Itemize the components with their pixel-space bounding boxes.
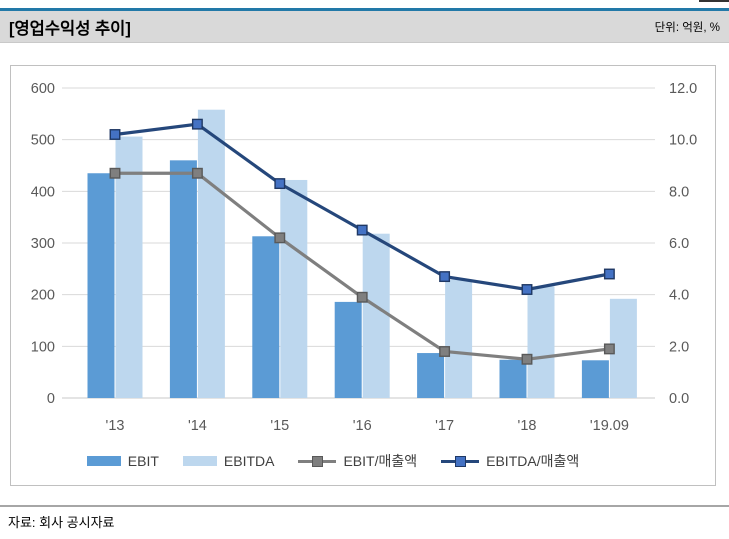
right-axis-tick: 8.0 bbox=[669, 184, 689, 200]
right-axis-tick: 0.0 bbox=[669, 391, 689, 407]
left-axis-tick: 500 bbox=[31, 133, 55, 149]
legend-item-ebit-margin: EBIT/매출액 bbox=[298, 451, 417, 471]
legend-label-ebitda: EBITDA bbox=[223, 453, 275, 469]
x-axis-label: '18 bbox=[518, 418, 537, 434]
legend-item-ebitda: EBITDA bbox=[182, 453, 275, 469]
left-axis-tick: 100 bbox=[31, 339, 55, 355]
legend-item-ebitda-margin: EBITDA/매출액 bbox=[441, 451, 579, 471]
left-axis-tick: 300 bbox=[31, 236, 55, 252]
footer-divider bbox=[0, 505, 729, 507]
bar-ebitda bbox=[445, 279, 473, 398]
ebitda-swatch bbox=[182, 456, 217, 466]
x-axis-label: '17 bbox=[435, 418, 454, 434]
ebit-swatch bbox=[86, 456, 121, 466]
x-axis-label: '19.09 bbox=[590, 418, 629, 434]
x-axis-label: '13 bbox=[106, 418, 125, 434]
marker-EBIT/매출액 bbox=[439, 346, 451, 357]
bar-ebitda bbox=[280, 179, 308, 398]
bar-ebitda bbox=[527, 286, 555, 398]
chart-legend: EBIT EBITDA EBIT/매출액 EBITDA/매출액 bbox=[11, 451, 715, 471]
right-axis-tick: 2.0 bbox=[669, 339, 689, 355]
marker-EBIT/매출액 bbox=[603, 343, 615, 355]
marker-EBITDA/매출액 bbox=[274, 178, 286, 190]
unit-label: 단위: 억원, % bbox=[654, 21, 720, 34]
right-axis-tick: 12.0 bbox=[669, 81, 697, 97]
source-note: 자료: 회사 공시자료 bbox=[8, 515, 115, 530]
bar-ebit bbox=[499, 359, 527, 398]
marker-EBITDA/매출액 bbox=[439, 271, 451, 283]
right-axis-tick: 4.0 bbox=[669, 288, 689, 304]
bar-ebit bbox=[581, 360, 609, 398]
line-swatch-marker bbox=[312, 455, 324, 467]
legend-label-ebitda-margin: EBITDA/매출액 bbox=[486, 453, 580, 469]
bar-ebitda bbox=[362, 233, 390, 398]
x-axis-label: '14 bbox=[188, 418, 207, 434]
line-swatch-marker bbox=[455, 455, 467, 467]
ebit-margin-swatch bbox=[298, 455, 337, 467]
left-axis-tick: 0 bbox=[47, 391, 55, 407]
left-axis-tick: 600 bbox=[31, 81, 55, 97]
marker-EBITDA/매출액 bbox=[191, 118, 203, 130]
marker-EBIT/매출액 bbox=[274, 232, 286, 244]
marker-EBITDA/매출액 bbox=[521, 284, 533, 295]
bar-ebit bbox=[334, 301, 362, 398]
bar-ebit bbox=[417, 353, 445, 398]
left-axis-tick: 200 bbox=[31, 288, 55, 304]
x-axis-label: '15 bbox=[270, 418, 289, 434]
legend-label-ebit-margin: EBIT/매출액 bbox=[343, 453, 418, 469]
page-title: [영업수익성 추이] bbox=[9, 19, 131, 38]
marker-EBITDA/매출액 bbox=[109, 129, 121, 140]
legend-label-ebit: EBIT bbox=[127, 453, 159, 469]
combo-chart: 0 0.0 100 2.0 200 4.0 300 6.0 400 8.0 500 10.0 600 12… bbox=[31, 81, 697, 434]
bar-ebit bbox=[87, 173, 115, 398]
left-axis-tick: 400 bbox=[31, 184, 55, 200]
right-axis-tick: 10.0 bbox=[669, 133, 697, 149]
bar-ebit bbox=[169, 160, 197, 398]
right-axis-tick: 6.0 bbox=[669, 236, 689, 252]
legend-item-ebit: EBIT bbox=[86, 453, 159, 469]
marker-EBITDA/매출액 bbox=[356, 224, 368, 236]
chart-frame: 0 0.0 100 2.0 200 4.0 300 6.0 400 8.0 500 10.0 600 12… bbox=[10, 65, 716, 486]
bar-ebitda bbox=[197, 109, 225, 398]
marker-EBITDA/매출액 bbox=[603, 268, 615, 280]
bar-ebit bbox=[252, 236, 280, 398]
marker-EBIT/매출액 bbox=[356, 291, 368, 303]
bar-ebitda bbox=[115, 136, 143, 399]
x-axis-label: '16 bbox=[353, 418, 372, 434]
ebitda-margin-swatch bbox=[441, 455, 480, 467]
marker-EBIT/매출액 bbox=[109, 167, 121, 179]
section-header: [영업수익성 추이] 단위: 억원, % bbox=[0, 8, 729, 43]
marker-EBIT/매출액 bbox=[521, 353, 533, 365]
marker-EBIT/매출액 bbox=[191, 167, 203, 179]
page-crop-line bbox=[699, 0, 729, 2]
